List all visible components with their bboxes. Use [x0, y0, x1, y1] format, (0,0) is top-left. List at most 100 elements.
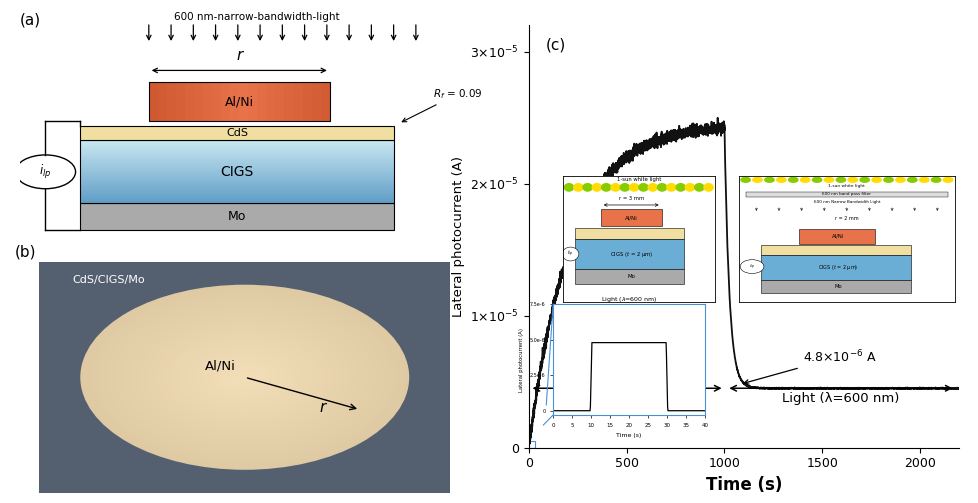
Circle shape	[100, 296, 389, 459]
Circle shape	[228, 368, 261, 387]
Bar	[80, 167, 394, 170]
Circle shape	[702, 183, 713, 192]
Bar	[166, 82, 176, 121]
Bar	[80, 185, 394, 187]
Text: (b): (b)	[15, 244, 36, 259]
Bar	[80, 187, 394, 189]
Bar	[600, 209, 661, 226]
Circle shape	[847, 177, 858, 183]
Circle shape	[186, 345, 303, 410]
Circle shape	[799, 177, 810, 183]
Circle shape	[172, 337, 317, 418]
Bar	[80, 161, 394, 163]
Text: $i_{lp}$: $i_{lp}$	[748, 262, 754, 271]
Circle shape	[108, 300, 381, 454]
Circle shape	[16, 155, 75, 189]
Circle shape	[859, 177, 869, 183]
Text: CIGS ($t$ = 2 μm): CIGS ($t$ = 2 μm)	[818, 264, 858, 272]
Bar	[745, 193, 947, 198]
Circle shape	[103, 297, 386, 457]
Bar	[80, 140, 394, 203]
Circle shape	[202, 354, 287, 401]
Circle shape	[189, 346, 300, 408]
Circle shape	[638, 183, 648, 192]
Title: Light ($\lambda$=600 nm): Light ($\lambda$=600 nm)	[600, 295, 656, 304]
Bar	[275, 82, 285, 121]
X-axis label: Time (s): Time (s)	[616, 433, 641, 438]
Circle shape	[751, 177, 762, 183]
Circle shape	[739, 177, 750, 183]
Circle shape	[119, 307, 370, 448]
Text: AM1.5G: AM1.5G	[594, 392, 658, 407]
Bar	[528, 441, 534, 448]
Circle shape	[97, 294, 392, 460]
Y-axis label: Lateral photocurrent (A): Lateral photocurrent (A)	[518, 327, 524, 392]
Circle shape	[122, 308, 367, 446]
Circle shape	[116, 305, 373, 449]
Text: Al/Ni: Al/Ni	[225, 95, 253, 108]
Bar	[80, 195, 394, 197]
Text: Mo: Mo	[833, 284, 841, 289]
Text: 1-sun white light: 1-sun white light	[616, 178, 660, 182]
Text: r: r	[236, 48, 243, 63]
Bar	[799, 229, 874, 244]
Circle shape	[147, 322, 342, 432]
Bar	[760, 245, 911, 256]
Circle shape	[195, 349, 294, 405]
Bar	[311, 82, 321, 121]
Bar	[285, 82, 293, 121]
Text: CdS/CIGS/Mo: CdS/CIGS/Mo	[72, 276, 145, 285]
Bar	[80, 172, 394, 174]
Bar	[80, 170, 394, 172]
Text: CIGS ($t$ = 2 μm): CIGS ($t$ = 2 μm)	[609, 249, 652, 259]
Circle shape	[811, 177, 822, 183]
Bar	[574, 269, 684, 284]
Bar	[80, 182, 394, 185]
Text: CIGS: CIGS	[220, 165, 253, 179]
Circle shape	[133, 314, 356, 440]
Circle shape	[136, 316, 353, 439]
Bar	[80, 163, 394, 165]
Circle shape	[236, 373, 253, 382]
Circle shape	[217, 362, 272, 393]
Circle shape	[111, 302, 378, 453]
Bar	[202, 82, 212, 121]
Circle shape	[870, 177, 881, 183]
Text: Al/Ni: Al/Ni	[624, 215, 637, 220]
Circle shape	[83, 286, 406, 468]
Bar	[248, 82, 257, 121]
Bar	[321, 82, 330, 121]
Text: (c): (c)	[546, 38, 565, 53]
Text: (a): (a)	[20, 13, 41, 28]
Text: $R_f$ = 0.09: $R_f$ = 0.09	[402, 87, 482, 122]
Text: 600 nm Narrow Bandwidth Light: 600 nm Narrow Bandwidth Light	[813, 200, 879, 204]
Circle shape	[665, 183, 676, 192]
Bar	[80, 147, 394, 149]
Circle shape	[156, 327, 333, 428]
Bar	[80, 153, 394, 155]
Bar	[80, 157, 394, 159]
Text: Mo: Mo	[627, 274, 635, 279]
Circle shape	[675, 183, 686, 192]
Circle shape	[591, 183, 601, 192]
Text: $i_{lp}$: $i_{lp}$	[567, 249, 573, 259]
Bar	[157, 82, 166, 121]
Bar	[80, 189, 394, 191]
Circle shape	[208, 357, 281, 398]
Circle shape	[882, 177, 893, 183]
Circle shape	[572, 183, 583, 192]
Circle shape	[91, 291, 398, 464]
Circle shape	[656, 183, 667, 192]
Bar	[176, 82, 185, 121]
Circle shape	[561, 247, 578, 261]
Circle shape	[739, 260, 763, 274]
Circle shape	[942, 177, 953, 183]
Circle shape	[153, 325, 336, 429]
Circle shape	[183, 343, 306, 412]
Bar	[80, 191, 394, 193]
Bar	[257, 82, 266, 121]
Bar	[302, 82, 311, 121]
Circle shape	[563, 183, 574, 192]
Circle shape	[80, 285, 409, 470]
Bar	[80, 142, 394, 145]
